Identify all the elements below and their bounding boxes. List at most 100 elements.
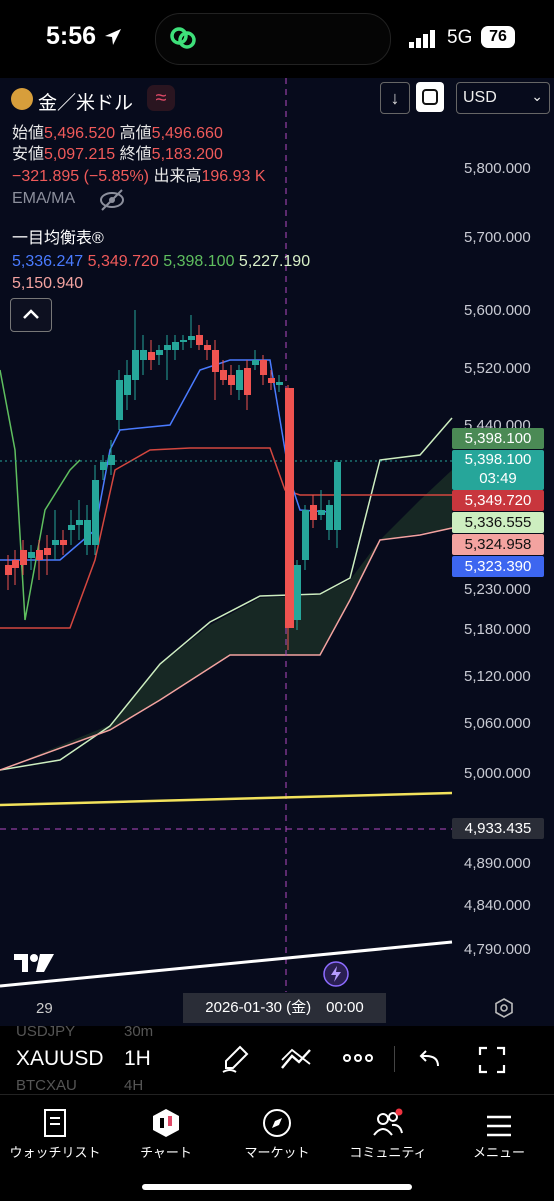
open-label: 始値 <box>12 125 45 142</box>
candle-body <box>12 560 19 568</box>
candle-body <box>228 375 235 385</box>
price-chart[interactable] <box>0 78 554 1026</box>
senkou-span-a-line <box>0 417 453 771</box>
ichimoku-values-row1: 5,336.247 5,349.720 5,398.100 5,227.190 <box>12 253 310 271</box>
toolbar-divider <box>394 1046 395 1072</box>
candle-body <box>68 525 75 530</box>
ichimoku-span-a-value: 5,227.190 <box>238 253 311 270</box>
high-label: 高値 <box>119 125 152 142</box>
cellular-signal-icon <box>409 30 435 48</box>
candle-body <box>334 462 341 530</box>
undo-icon[interactable] <box>418 1048 442 1070</box>
tab-community[interactable]: コミュニティ <box>333 1094 443 1161</box>
low-label: 安値 <box>12 146 45 163</box>
candle-body <box>310 505 317 520</box>
fullscreen-icon <box>422 89 438 105</box>
time-axis-label: 29 <box>36 1000 53 1017</box>
trendline-tool-icon[interactable] <box>280 1046 312 1072</box>
senkou-span-b-line <box>0 527 453 771</box>
menu-icon <box>487 1115 511 1137</box>
candle-body <box>188 336 195 340</box>
tab-watchlist[interactable]: ウォッチリスト <box>0 1094 110 1161</box>
candle-body <box>252 360 259 365</box>
tab-label: メニュー <box>472 1145 525 1160</box>
chevron-up-icon <box>23 309 39 319</box>
close-label: 終値 <box>119 146 152 163</box>
candle-body <box>5 565 12 575</box>
candle-body <box>180 340 187 342</box>
white-trendline <box>0 940 453 988</box>
candle-body <box>60 540 67 545</box>
candle-body <box>124 375 131 395</box>
price-axis-label: 5,520.000 <box>464 360 531 377</box>
currency-select[interactable]: USD ⌄ <box>456 82 550 114</box>
ohlc-row-1: 始値5,496.520 高値5,496.660 <box>12 119 223 143</box>
ichimoku-cloud <box>0 470 452 770</box>
symbol-picker[interactable]: XAUUSD <box>16 1047 104 1070</box>
bottom-toolbar <box>0 1026 554 1094</box>
price-axis-label: 4,890.000 <box>464 855 531 872</box>
candle-body <box>220 370 227 380</box>
tab-chart[interactable]: チャート <box>111 1094 221 1161</box>
gold-coin-icon <box>11 88 33 110</box>
candle-body <box>244 368 251 395</box>
price-axis-label: 5,000.000 <box>464 765 531 782</box>
fullscreen-expand-icon[interactable] <box>478 1046 506 1074</box>
battery-indicator: 76 <box>481 26 515 48</box>
eye-hidden-icon[interactable] <box>98 188 126 212</box>
symbol-name[interactable]: 金／米ドル <box>38 93 134 114</box>
price-axis-label: 5,700.000 <box>464 229 531 246</box>
candle-body <box>140 350 147 360</box>
tab-label: コミュニティ <box>349 1145 427 1160</box>
kijun-price-tag: 5,349.720 <box>452 490 544 511</box>
brush-drawing-icon[interactable] <box>220 1044 250 1074</box>
collapse-legend-button[interactable] <box>10 298 52 332</box>
volume-label: 出来高 <box>153 168 202 185</box>
open-value: 5,496.520 <box>44 125 116 142</box>
candle-body <box>236 370 243 390</box>
candle-body <box>92 480 99 545</box>
candle-body <box>260 360 267 375</box>
interval-picker-ghost-above: 30m <box>124 1023 154 1040</box>
candle-body <box>36 550 43 560</box>
community-icon <box>373 1108 403 1136</box>
price-axis-label: 4,840.000 <box>464 897 531 914</box>
price-axis-label: 4,790.000 <box>464 941 531 958</box>
tab-menu[interactable]: メニュー <box>444 1094 554 1161</box>
ichimoku-tenkan-value: 5,336.247 <box>12 253 84 270</box>
candle-body <box>204 345 211 350</box>
tab-label: マーケット <box>244 1145 310 1160</box>
settings-icon[interactable] <box>494 998 514 1018</box>
lightning-icon[interactable] <box>322 960 350 988</box>
ichimoku-chikou-value: 5,398.100 <box>163 253 235 270</box>
candle-body <box>212 350 219 372</box>
ichimoku-indicator[interactable]: 一目均衡表® <box>12 230 104 247</box>
chikou-line <box>0 369 81 621</box>
candle-body <box>276 382 283 385</box>
interval-picker-ghost-below: 4H <box>124 1077 144 1094</box>
price-axis-label: 5,060.000 <box>464 715 531 732</box>
candle-body <box>44 548 51 555</box>
candle-body <box>20 550 27 565</box>
approx-icon[interactable]: ≈ <box>147 85 175 111</box>
candle-body <box>76 520 83 525</box>
candle-body <box>116 380 123 420</box>
candle-body <box>164 345 171 350</box>
senkou-a-price-tag: 5,336.555 <box>452 512 544 533</box>
tab-markets[interactable]: マーケット <box>222 1094 332 1161</box>
chart-icon <box>153 1109 179 1137</box>
download-button[interactable]: ↓ <box>380 82 410 114</box>
interval-picker[interactable]: 1H <box>124 1047 151 1070</box>
network-type: 5G <box>447 27 473 48</box>
fullscreen-button[interactable] <box>416 82 444 112</box>
ema-ma-indicator[interactable]: EMA/MA <box>12 190 76 207</box>
close-value: 5,183.200 <box>151 146 223 163</box>
candle-body <box>302 510 309 560</box>
currency-value: USD <box>463 89 497 106</box>
tab-label: ウォッチリスト <box>9 1145 101 1160</box>
candle-body <box>28 552 35 558</box>
candle-body <box>84 520 91 545</box>
home-indicator <box>142 1184 412 1190</box>
more-options-icon[interactable] <box>342 1050 374 1066</box>
candle-body <box>196 335 203 345</box>
